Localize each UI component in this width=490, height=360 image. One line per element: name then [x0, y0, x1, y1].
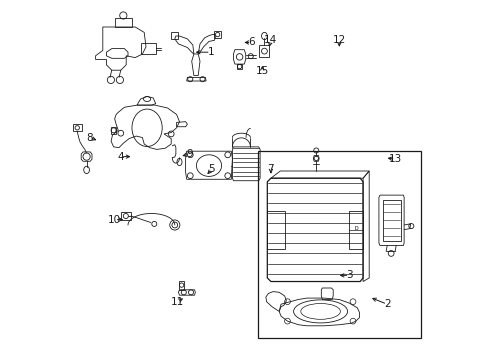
- Bar: [141, 43, 156, 54]
- Bar: [215, 31, 221, 38]
- Text: 14: 14: [264, 35, 277, 45]
- Bar: [171, 32, 178, 39]
- Bar: [258, 151, 421, 338]
- Text: 13: 13: [389, 154, 402, 164]
- Text: D: D: [355, 226, 359, 231]
- Text: 15: 15: [256, 66, 269, 76]
- Text: 5: 5: [209, 164, 215, 174]
- Bar: [121, 212, 131, 220]
- Text: 9: 9: [186, 149, 193, 159]
- Bar: [73, 124, 82, 131]
- Bar: [116, 18, 132, 27]
- Text: 12: 12: [333, 35, 346, 45]
- Text: 11: 11: [171, 297, 184, 307]
- Text: 8: 8: [86, 132, 93, 143]
- Text: 2: 2: [384, 299, 391, 309]
- Text: 7: 7: [268, 164, 274, 174]
- Bar: [259, 45, 270, 57]
- Text: 6: 6: [248, 37, 255, 48]
- Text: 3: 3: [346, 270, 353, 280]
- Text: 10: 10: [108, 215, 121, 225]
- Text: 4: 4: [118, 152, 124, 162]
- Text: 1: 1: [207, 47, 214, 57]
